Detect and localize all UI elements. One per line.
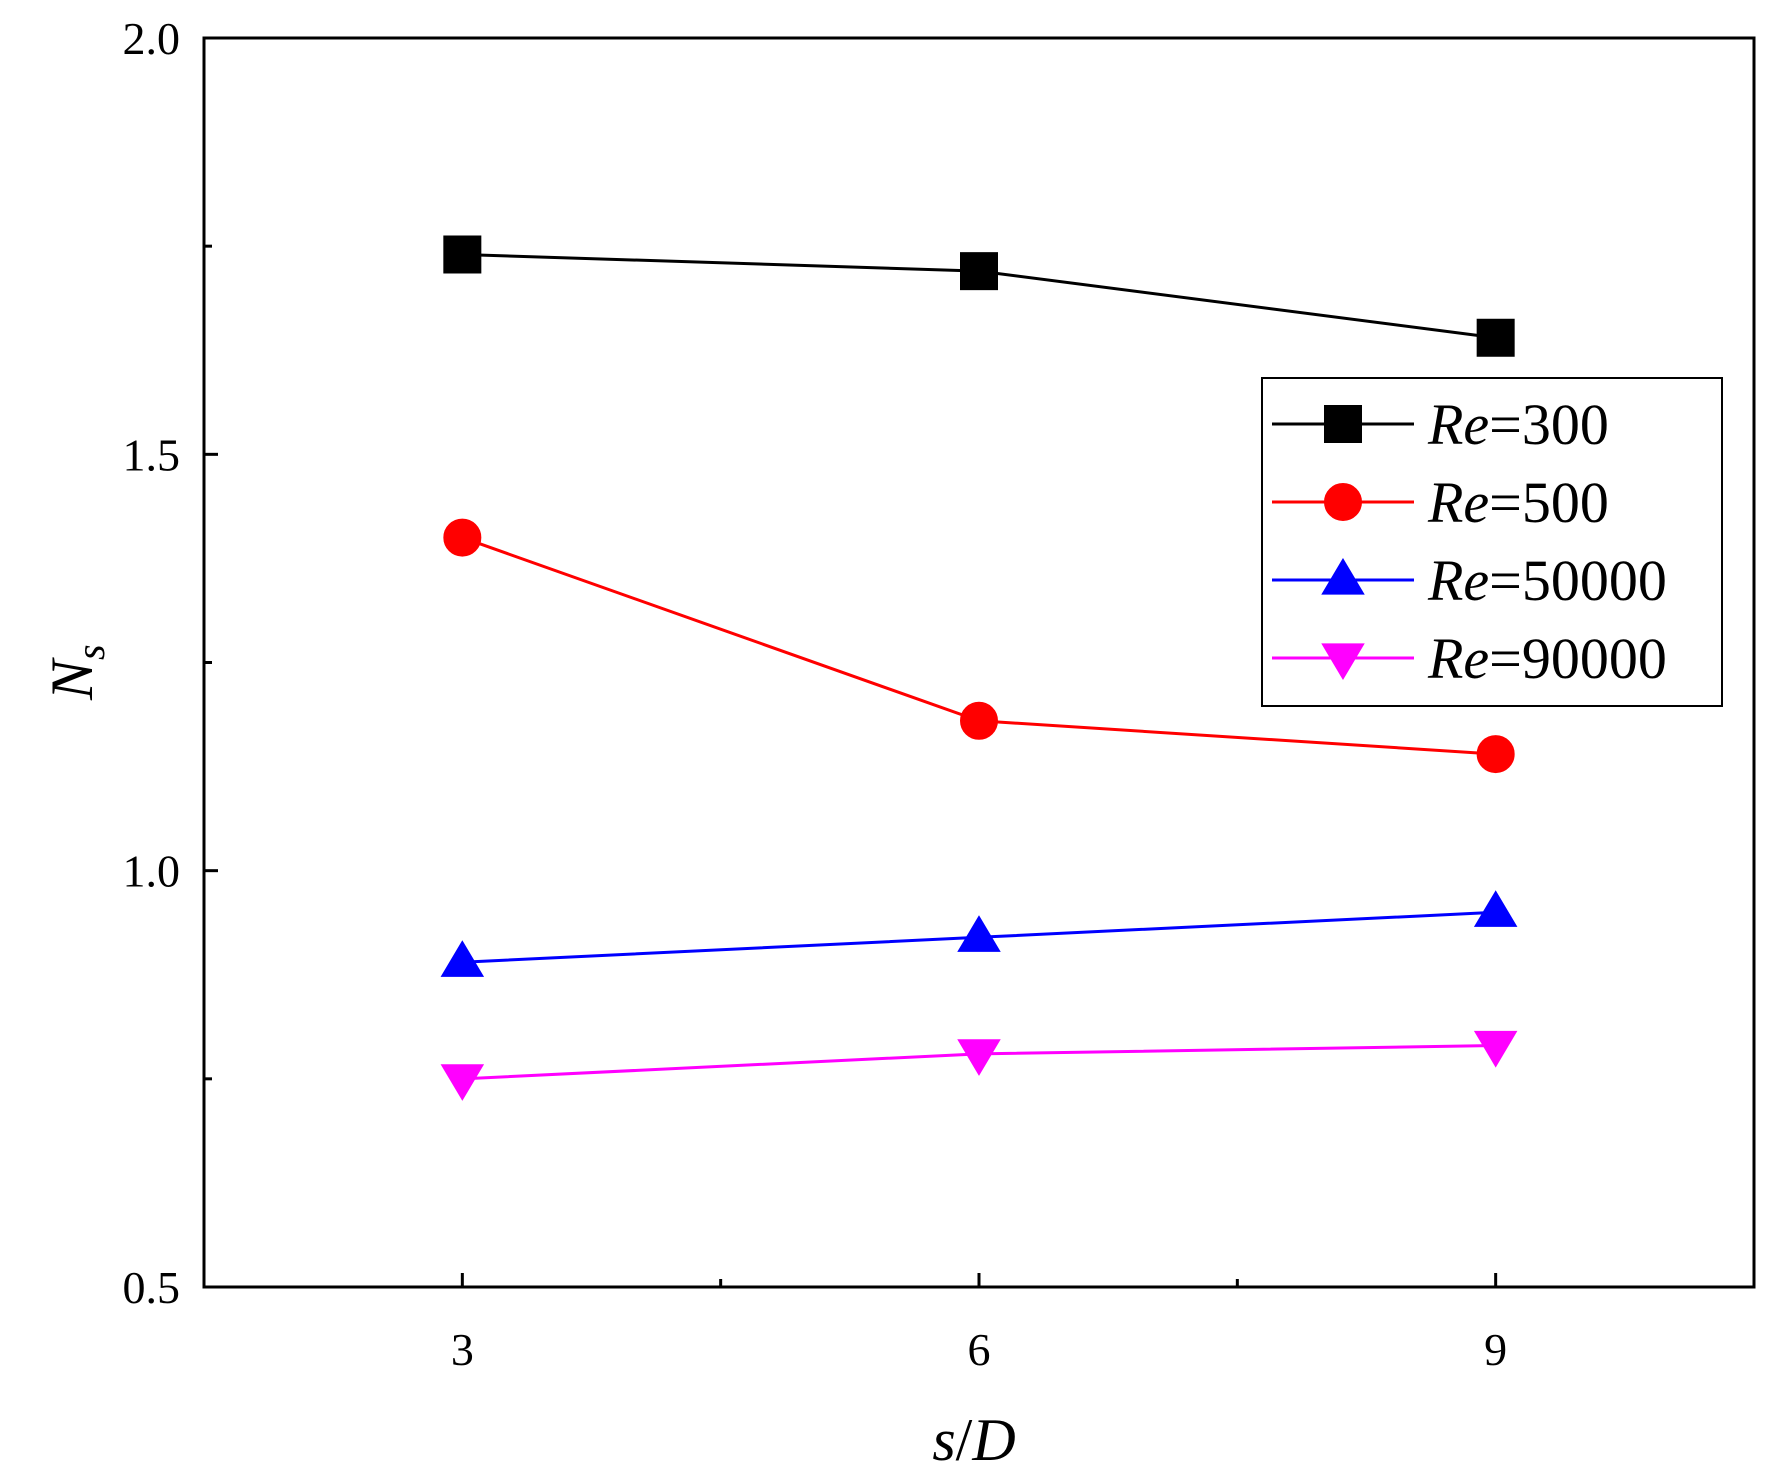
data-point — [443, 518, 482, 557]
x-axis: 3 6 9 — [451, 1273, 1507, 1375]
legend-item: Re=500 — [1272, 470, 1609, 535]
data-point — [1473, 890, 1518, 927]
data-point — [957, 915, 1001, 952]
data-point — [960, 701, 998, 740]
y-tick-label: 2.0 — [123, 13, 181, 64]
x-axis-title-sep: / — [956, 1407, 973, 1473]
legend-label-prefix: Re — [1427, 470, 1489, 535]
y-axis-title-main: N — [39, 657, 105, 701]
legend-label-value: =300 — [1489, 392, 1609, 457]
legend-item: Re=90000 — [1272, 626, 1667, 691]
legend-label-prefix: Re — [1427, 626, 1489, 691]
legend-label: Re=300 — [1427, 392, 1609, 457]
legend-item: Re=300 — [1272, 392, 1609, 457]
x-axis-title-var: s — [932, 1407, 955, 1473]
x-axis-title: s/D — [932, 1407, 1015, 1473]
y-axis-title: Ns — [39, 644, 113, 701]
data-point — [1476, 735, 1515, 774]
series-0 — [443, 235, 1515, 357]
data-point — [440, 940, 485, 977]
legend-marker — [1324, 483, 1362, 521]
series-1 — [443, 518, 1515, 774]
data-point — [1473, 1030, 1518, 1068]
y-tick-label: 0.5 — [123, 1262, 181, 1313]
x-tick-label: 3 — [451, 1324, 474, 1375]
x-tick-label: 9 — [1484, 1324, 1507, 1375]
data-point — [443, 235, 482, 274]
series-2 — [440, 890, 1518, 977]
series-layer — [440, 235, 1518, 1101]
legend-label: Re=90000 — [1427, 626, 1667, 691]
x-tick-label: 6 — [968, 1324, 991, 1375]
x-axis-title-denom: D — [971, 1407, 1015, 1473]
legend-label: Re=500 — [1427, 470, 1609, 535]
legend-label-prefix: Re — [1427, 548, 1489, 613]
legend-marker — [1324, 405, 1362, 443]
data-point — [957, 1039, 1001, 1076]
legend-marker — [1321, 643, 1365, 681]
legend-label: Re=50000 — [1427, 548, 1667, 613]
y-tick-label: 1.5 — [123, 429, 181, 480]
y-axis-title-sub: s — [68, 644, 113, 660]
data-point — [960, 252, 998, 291]
data-point — [440, 1064, 485, 1101]
y-tick-label: 1.0 — [123, 846, 181, 897]
data-point — [1476, 318, 1515, 357]
legend-label-value: =50000 — [1489, 548, 1667, 613]
y-axis: 0.5 1.0 1.5 2.0 — [123, 13, 218, 1313]
legend-item: Re=50000 — [1272, 548, 1667, 613]
legend-label-prefix: Re — [1427, 392, 1489, 457]
legend-marker — [1321, 557, 1365, 595]
legend-label-value: =500 — [1489, 470, 1609, 535]
legend-label-value: =90000 — [1489, 626, 1667, 691]
series-3 — [440, 1030, 1518, 1101]
